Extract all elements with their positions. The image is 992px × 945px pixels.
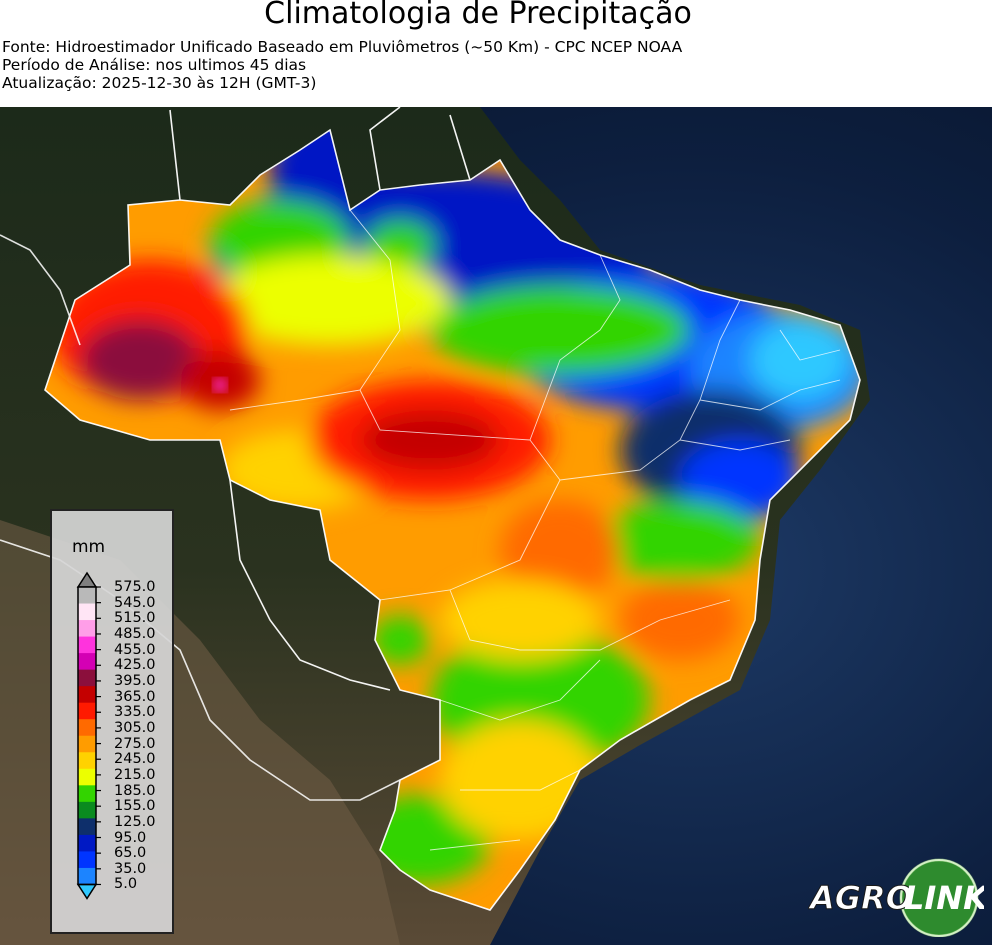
source-line: Fonte: Hidroestimador Unificado Baseado … (2, 38, 683, 56)
state-borders (229, 209, 841, 851)
colorbar-tick-label: 575.0 (114, 579, 156, 595)
colorbar-segment (78, 785, 96, 803)
colorbar-segment (78, 867, 96, 885)
colorbar-tick-label: 425.0 (114, 657, 156, 674)
colorbar-tick-label: 335.0 (114, 704, 156, 721)
colorbar-tick-label: 185.0 (114, 782, 156, 799)
colorbar-segment (78, 669, 96, 687)
colorbar-segment (78, 636, 96, 654)
colorbar-max-arrow (76, 571, 98, 588)
colorbar-segment (78, 620, 96, 638)
colorbar-tick-label: 35.0 (114, 860, 147, 877)
legend-unit-label: mm (72, 537, 106, 557)
colorbar-segment (78, 702, 96, 720)
colorbar-tick-label: 5.0 (114, 876, 138, 893)
colorbar-segment (78, 603, 96, 621)
colorbar-tick-label: 545.0 (114, 594, 156, 611)
colorbar-segment (78, 735, 96, 753)
agrolink-logo: AGRO LINK (808, 858, 984, 937)
map-title: Climatologia de Precipitação (264, 0, 692, 31)
colorbar-segment (78, 587, 96, 605)
updated-line: Atualização: 2025-12-30 às 12H (GMT-3) (2, 74, 317, 92)
colorbar-tick-label: 365.0 (114, 688, 156, 705)
colorbar-tick-label: 395.0 (114, 672, 156, 689)
colorbar (76, 571, 101, 900)
colorbar-tick-label: 515.0 (114, 610, 156, 627)
colorbar-min-arrow (76, 883, 98, 900)
period-line: Período de Análise: nos ultimos 45 dias (2, 56, 307, 74)
colorbar-tick-label: 65.0 (114, 845, 147, 862)
colorbar-segment (78, 719, 96, 737)
colorbar-tick-label: 485.0 (114, 625, 156, 642)
colorbar-segment (78, 768, 96, 786)
colorbar-outline (77, 586, 97, 886)
colorbar-legend: mm 575.0 545.0 515.0 485.0 455.0 425.0 395.0 36… (50, 509, 174, 934)
colorbar-tick-label: 95.0 (114, 829, 147, 846)
colorbar-tick-label: 155.0 (114, 798, 156, 815)
colorbar-segment (78, 752, 96, 770)
colorbar-tick-label: 245.0 (114, 751, 156, 768)
colorbar-segment (78, 801, 96, 819)
colorbar-segment (78, 686, 96, 704)
logo-text-left: AGRO (808, 879, 913, 917)
colorbar-segment (78, 851, 96, 869)
colorbar-segment (78, 653, 96, 671)
colorbar-tick-label: 125.0 (114, 813, 156, 830)
colorbar-tick-label: 215.0 (114, 766, 156, 783)
colorbar-segment (78, 834, 96, 852)
colorbar-tick-label: 275.0 (114, 735, 156, 752)
colorbar-segment (78, 818, 96, 836)
colorbar-tick-label: 455.0 (114, 641, 156, 658)
colorbar-tick-label: 305.0 (114, 719, 156, 736)
logo-text-right: LINK (904, 879, 984, 917)
